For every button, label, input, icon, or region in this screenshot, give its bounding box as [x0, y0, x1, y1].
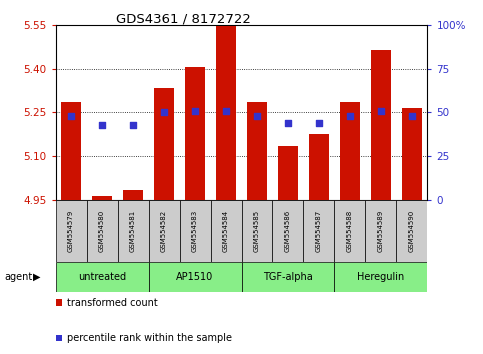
- Bar: [402, 108, 422, 200]
- Point: [191, 108, 199, 114]
- FancyBboxPatch shape: [211, 200, 242, 262]
- Bar: [278, 146, 298, 200]
- Text: GSM554586: GSM554586: [285, 210, 291, 252]
- Point: [222, 108, 230, 114]
- Text: untreated: untreated: [78, 272, 126, 282]
- FancyBboxPatch shape: [56, 262, 149, 292]
- Text: GSM554589: GSM554589: [378, 210, 384, 252]
- Text: GDS4361 / 8172722: GDS4361 / 8172722: [116, 12, 251, 25]
- FancyBboxPatch shape: [366, 200, 397, 262]
- Text: GSM554588: GSM554588: [347, 210, 353, 252]
- Bar: [185, 67, 205, 200]
- Bar: [216, 26, 236, 200]
- Text: ▶: ▶: [33, 272, 41, 282]
- Text: agent: agent: [5, 272, 33, 282]
- Text: AP1510: AP1510: [176, 272, 213, 282]
- FancyBboxPatch shape: [180, 200, 211, 262]
- FancyBboxPatch shape: [117, 200, 149, 262]
- Text: GSM554583: GSM554583: [192, 210, 198, 252]
- Text: GSM554587: GSM554587: [316, 210, 322, 252]
- FancyBboxPatch shape: [334, 262, 427, 292]
- Bar: [92, 196, 112, 200]
- Bar: [154, 87, 174, 200]
- Text: GSM554582: GSM554582: [161, 210, 167, 252]
- Text: GSM554580: GSM554580: [99, 210, 105, 252]
- Bar: [340, 102, 360, 200]
- Text: percentile rank within the sample: percentile rank within the sample: [67, 333, 232, 343]
- Point: [129, 122, 137, 127]
- Bar: [61, 102, 81, 200]
- Bar: [247, 102, 267, 200]
- FancyBboxPatch shape: [149, 262, 242, 292]
- Text: Heregulin: Heregulin: [357, 272, 405, 282]
- Point: [377, 108, 385, 114]
- Text: GSM554585: GSM554585: [254, 210, 260, 252]
- Text: transformed count: transformed count: [67, 298, 157, 308]
- Point: [253, 113, 261, 119]
- Text: GSM554581: GSM554581: [130, 210, 136, 252]
- FancyBboxPatch shape: [86, 200, 117, 262]
- FancyBboxPatch shape: [334, 200, 366, 262]
- FancyBboxPatch shape: [56, 200, 86, 262]
- Text: GSM554579: GSM554579: [68, 210, 74, 252]
- Bar: [123, 190, 143, 200]
- FancyBboxPatch shape: [303, 200, 334, 262]
- Point: [67, 113, 75, 119]
- Point: [160, 110, 168, 115]
- Text: GSM554590: GSM554590: [409, 210, 415, 252]
- Bar: [371, 50, 391, 200]
- Point: [408, 113, 416, 119]
- Text: GSM554584: GSM554584: [223, 210, 229, 252]
- Point: [315, 120, 323, 126]
- FancyBboxPatch shape: [397, 200, 427, 262]
- Point: [284, 120, 292, 126]
- FancyBboxPatch shape: [242, 200, 272, 262]
- Text: TGF-alpha: TGF-alpha: [263, 272, 313, 282]
- Point: [346, 113, 354, 119]
- FancyBboxPatch shape: [242, 262, 334, 292]
- FancyBboxPatch shape: [149, 200, 180, 262]
- FancyBboxPatch shape: [272, 200, 303, 262]
- Point: [98, 122, 106, 127]
- Bar: [309, 134, 329, 200]
